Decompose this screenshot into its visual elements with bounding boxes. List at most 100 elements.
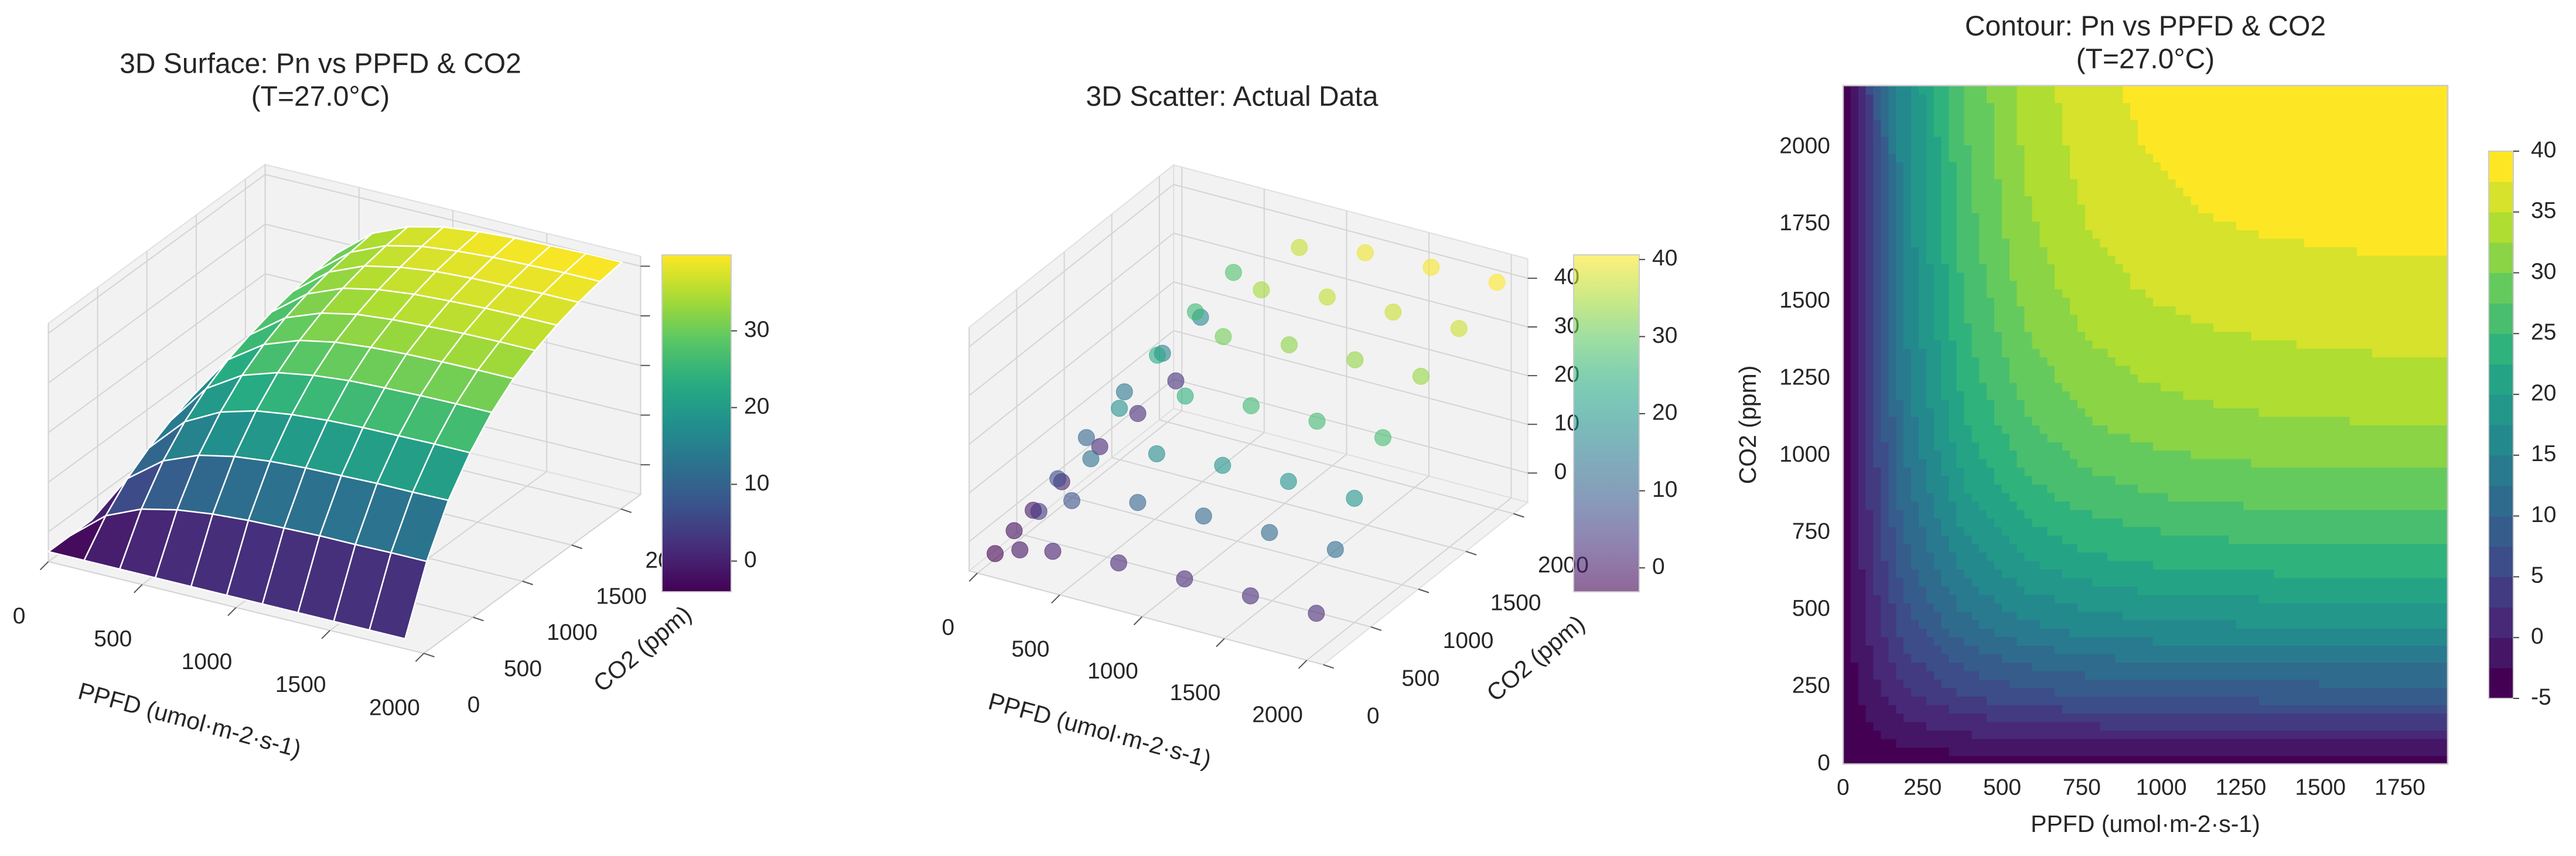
contour-cell: [2168, 704, 2176, 714]
contour-cell: [2024, 425, 2033, 434]
grid-line: [47, 223, 266, 384]
contour-cell: [2152, 738, 2161, 748]
contour-cell: [1994, 365, 2002, 374]
contour-cell: [2297, 340, 2305, 349]
contour-cell: [2334, 628, 2343, 637]
contour-cell: [2357, 721, 2365, 731]
contour-cell: [2342, 552, 2350, 561]
contour-cell: [2206, 738, 2214, 748]
contour-cell: [1858, 391, 1867, 400]
contour-cell: [2297, 297, 2305, 307]
contour-cell: [1843, 687, 1851, 697]
contour-cell: [2379, 314, 2388, 324]
contour-cell: [2152, 543, 2161, 553]
contour-cell: [2274, 687, 2282, 697]
contour-cell: [2100, 662, 2108, 671]
contour-cell: [2251, 543, 2260, 553]
contour-cell: [1865, 730, 1874, 739]
contour-cell: [1971, 535, 1980, 544]
contour-cell: [1903, 340, 1912, 349]
contour-cell: [2266, 509, 2275, 519]
contour-cell: [2107, 755, 2116, 765]
contour-cell: [1971, 492, 1980, 502]
contour-cell: [2425, 704, 2433, 714]
contour-cell: [1949, 374, 1957, 383]
contour-cell: [1994, 645, 2002, 654]
contour-cell: [2001, 492, 2010, 502]
contour-cell: [1865, 425, 1874, 434]
contour-cell: [2191, 628, 2199, 637]
contour-cell: [2365, 687, 2373, 697]
contour-cell: [2297, 602, 2305, 612]
contour-cell: [2228, 526, 2237, 536]
contour-cell: [2130, 619, 2138, 629]
contour-cell: [2334, 602, 2343, 612]
contour-cell: [1994, 433, 2002, 442]
contour-cell: [2032, 704, 2041, 714]
colorbar-tick-label: 0: [1652, 554, 1665, 579]
contour-cell: [2387, 348, 2396, 357]
contour-cell: [1987, 687, 1995, 697]
contour-cell: [2138, 492, 2146, 502]
scatter-point: [1280, 473, 1297, 490]
contour-cell: [1987, 713, 1995, 722]
contour-cell: [1865, 416, 1874, 425]
contour-cell: [2130, 467, 2138, 476]
contour-cell: [2001, 314, 2010, 324]
contour-cell: [2357, 484, 2365, 493]
contour-cell: [2017, 323, 2025, 332]
contour-cell: [2297, 747, 2305, 756]
contour-cell: [2228, 730, 2237, 739]
contour-cell: [2009, 569, 2018, 578]
contour-cell: [2402, 458, 2411, 468]
contour-cell: [2100, 365, 2108, 374]
contour-cell: [2251, 475, 2260, 485]
contour-cell: [2024, 306, 2033, 315]
contour-cell: [2372, 289, 2380, 298]
scatter-point: [1346, 490, 1363, 507]
contour-cell: [2092, 721, 2101, 731]
contour-cell: [2055, 704, 2063, 714]
contour-cell: [1926, 594, 1934, 603]
contour-cell: [2281, 297, 2290, 307]
contour-cell: [2274, 594, 2282, 603]
contour-cell: [2017, 738, 2025, 748]
contour-cell: [1987, 577, 1995, 586]
contour-cell: [1926, 475, 1934, 485]
contour-cell: [2175, 552, 2184, 561]
contour-cell: [2160, 670, 2169, 680]
contour-cell: [1956, 348, 1965, 357]
contour-cell: [1858, 441, 1867, 451]
contour-cell: [2160, 636, 2169, 646]
contour-cell: [1850, 755, 1859, 765]
contour-cell: [1881, 340, 1889, 349]
contour-cell: [2432, 611, 2441, 620]
contour-cell: [1971, 611, 1980, 620]
contour-cell: [2017, 696, 2025, 705]
contour-cell: [2440, 289, 2448, 298]
contour-cell: [2130, 484, 2138, 493]
contour-cell: [2055, 738, 2063, 748]
contour-cell: [1888, 408, 1897, 417]
contour-cell: [2198, 747, 2206, 756]
contour-cell: [1964, 306, 1973, 315]
contour-cell: [2092, 670, 2101, 680]
contour-cell: [2365, 425, 2373, 434]
contour-cell: [1850, 340, 1859, 349]
contour-cell: [2001, 560, 2010, 569]
contour-cell: [2387, 408, 2396, 417]
contour-cell: [2001, 357, 2010, 366]
contour-cell: [2394, 348, 2403, 357]
contour-cell: [1994, 408, 2002, 417]
contour-cell: [2372, 611, 2380, 620]
contour-cell: [2402, 679, 2411, 688]
contour-cell: [2236, 357, 2244, 366]
contour-cell: [1873, 577, 1882, 586]
contour-cell: [1881, 662, 1889, 671]
contour-cell: [1956, 263, 1965, 273]
contour-cell: [2334, 543, 2343, 553]
contour-cell: [1949, 526, 1957, 536]
contour-cell: [2432, 340, 2441, 349]
contour-cell: [2123, 357, 2131, 366]
contour-cell: [2251, 425, 2260, 434]
